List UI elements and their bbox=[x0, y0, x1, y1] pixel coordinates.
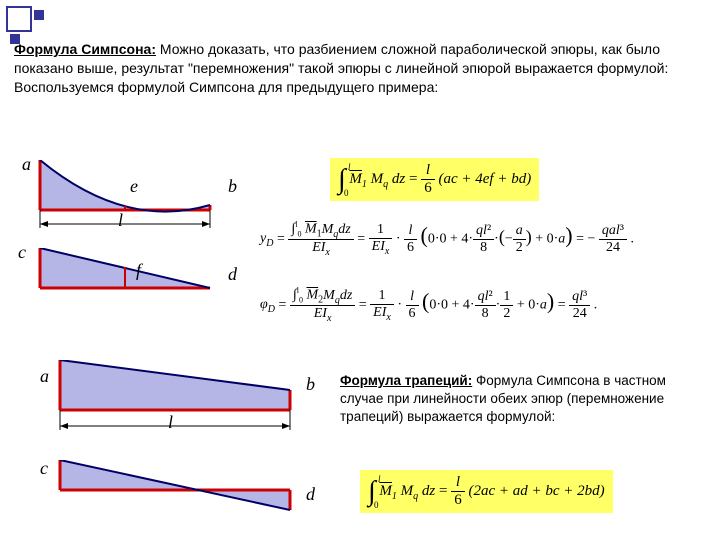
diagram-4: c d bbox=[50, 460, 310, 516]
label-d2: d bbox=[306, 484, 315, 505]
trapezoid-formula: ∫l0 M1 Mq dz = l6 (2ac + ad + bc + 2bd) bbox=[360, 470, 613, 513]
label-c2: c bbox=[40, 458, 48, 479]
label-e: e bbox=[130, 176, 138, 197]
equation-yd: yD = ∫l0 M1MqdzEIx = 1EIx · l6 (0·0 + 4·… bbox=[260, 220, 710, 258]
label-c: c bbox=[18, 242, 26, 263]
label-a: a bbox=[22, 154, 31, 175]
diagram-2: c f d bbox=[30, 248, 230, 303]
trapezoid-text: Формула трапеций: Формула Симпсона в час… bbox=[340, 372, 705, 427]
equation-phid: φD = ∫l0 M2MqdzEIx = 1EIx · l6 (0·0 + 4·… bbox=[260, 286, 710, 324]
label-l2: l bbox=[168, 412, 173, 433]
label-b2: b bbox=[306, 374, 315, 395]
label-f: f bbox=[136, 260, 141, 281]
intro-text: Формула Симпсона: Можно доказать, что ра… bbox=[14, 40, 710, 97]
label-l1: l bbox=[118, 210, 123, 231]
simpson-formula: ∫l0 M1 Mq dz = l6 (ac + 4ef + bd) bbox=[330, 158, 539, 201]
label-b: b bbox=[228, 176, 237, 197]
diagram-3: a b l bbox=[50, 360, 310, 440]
diagram-1: a e b l bbox=[30, 160, 230, 230]
label-a2: a bbox=[40, 366, 49, 387]
trapezoid-title: Формула трапеций: bbox=[340, 373, 472, 388]
label-d: d bbox=[228, 264, 237, 285]
simpson-title: Формула Симпсона: bbox=[14, 41, 156, 57]
intro-line2: Воспользуемся формулой Симпсона для пред… bbox=[14, 79, 438, 95]
